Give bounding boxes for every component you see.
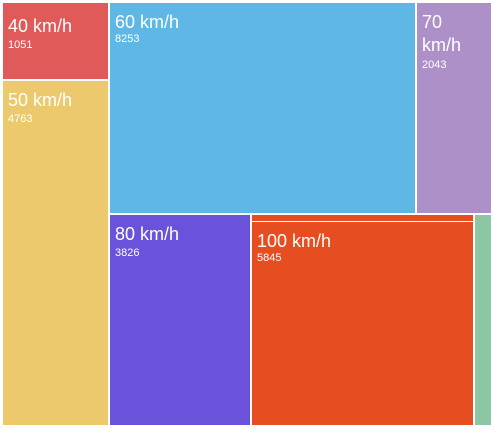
tile-value: 1051 [8, 39, 33, 51]
tile-label: 100 km/h [257, 231, 332, 251]
tile-value: 8253 [115, 33, 140, 45]
tile-40kmh: 40 km/h 1051 [2, 2, 109, 80]
tile-60kmh: 60 km/h 8253 [109, 2, 416, 214]
tile-label: 40 km/h [8, 16, 73, 36]
tile-value: 4763 [8, 113, 33, 125]
tile-strip-green [474, 214, 492, 426]
tile-value: 2043 [422, 59, 447, 71]
tile-80kmh: 80 km/h 3826 [109, 214, 251, 426]
tile-70kmh: 70 km/h 2043 [416, 2, 492, 214]
tile-value: 5845 [257, 252, 282, 264]
tile-100kmh: 100 km/h 5845 [251, 221, 474, 426]
tile-label: 60 km/h [115, 12, 180, 32]
tile-50kmh: 50 km/h 4763 [2, 80, 109, 426]
tile-label: 50 km/h [8, 90, 73, 110]
tile-label: 70 km/h [422, 12, 462, 55]
tile-value: 3826 [115, 247, 140, 259]
tile-label: 80 km/h [115, 224, 180, 244]
